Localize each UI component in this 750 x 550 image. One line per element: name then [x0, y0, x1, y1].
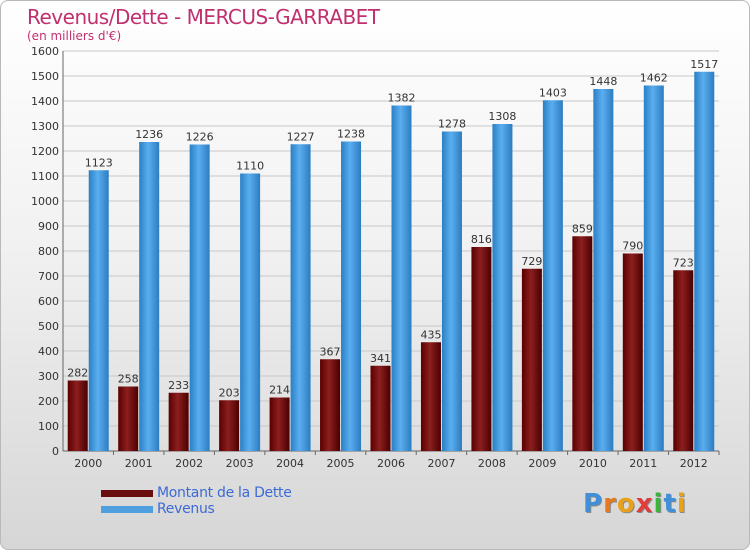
y-tick-label: 100 [38, 420, 59, 433]
data-label-dette: 282 [67, 367, 88, 380]
bar-revenus [139, 142, 160, 451]
data-label-revenus: 1226 [186, 131, 214, 144]
bar-revenus [189, 144, 210, 451]
bar-revenus [441, 131, 462, 451]
x-tick-label: 2001 [125, 457, 153, 470]
data-label-revenus: 1517 [690, 58, 718, 71]
bar-dette [420, 342, 441, 451]
data-label-revenus: 1403 [539, 86, 567, 99]
data-label-dette: 790 [622, 240, 643, 253]
bar-dette [622, 253, 643, 451]
x-tick-label: 2009 [528, 457, 556, 470]
x-tick-label: 2002 [175, 457, 203, 470]
bar-dette [118, 386, 139, 451]
bar-dette [521, 268, 542, 451]
data-label-revenus: 1238 [337, 128, 365, 141]
bar-dette [320, 359, 341, 451]
proxiti-logo: Proxiti [583, 489, 687, 519]
y-tick-label: 600 [38, 295, 59, 308]
bar-revenus [391, 105, 412, 451]
bar-dette [67, 380, 88, 451]
x-tick-label: 2007 [427, 457, 455, 470]
data-label-dette: 859 [572, 222, 593, 235]
chart-title: Revenus/Dette - MERCUS-GARRABET [27, 5, 380, 29]
data-label-dette: 435 [420, 328, 441, 341]
bar-dette [269, 397, 290, 451]
bar-dette [572, 236, 593, 451]
legend-swatch-dette [101, 490, 153, 497]
data-label-revenus: 1382 [388, 92, 416, 105]
y-tick-label: 1300 [31, 120, 59, 133]
y-tick-label: 1000 [31, 195, 59, 208]
data-label-dette: 723 [673, 256, 694, 269]
x-tick-label: 2010 [579, 457, 607, 470]
data-label-dette: 203 [219, 386, 240, 399]
x-tick-label: 2006 [377, 457, 405, 470]
data-label-dette: 341 [370, 352, 391, 365]
x-tick-label: 2003 [226, 457, 254, 470]
data-label-dette: 214 [269, 384, 290, 397]
x-tick-label: 2005 [327, 457, 355, 470]
data-label-revenus: 1448 [589, 75, 617, 88]
data-label-revenus: 1462 [640, 72, 668, 85]
y-tick-label: 500 [38, 320, 59, 333]
bar-revenus [240, 173, 261, 451]
data-label-revenus: 1236 [135, 128, 163, 141]
data-label-revenus: 1308 [488, 110, 516, 123]
data-label-dette: 367 [320, 345, 341, 358]
y-tick-label: 800 [38, 245, 59, 258]
bar-revenus [542, 100, 563, 451]
data-label-revenus: 1110 [236, 160, 264, 173]
data-label-dette: 816 [471, 233, 492, 246]
bar-dette [168, 392, 189, 451]
data-label-revenus: 1123 [85, 156, 113, 169]
bar-revenus [593, 89, 614, 451]
data-label-revenus: 1278 [438, 118, 466, 131]
data-label-dette: 729 [521, 255, 542, 268]
x-tick-label: 2000 [74, 457, 102, 470]
bar-revenus [88, 170, 109, 451]
x-tick-label: 2004 [276, 457, 304, 470]
bar-revenus [694, 71, 715, 451]
y-tick-label: 300 [38, 370, 59, 383]
bar-dette [673, 270, 694, 451]
y-tick-label: 1400 [31, 95, 59, 108]
legend-swatch-revenus [101, 506, 153, 513]
y-tick-label: 1100 [31, 170, 59, 183]
y-tick-label: 200 [38, 395, 59, 408]
y-tick-label: 1200 [31, 145, 59, 158]
chart-subtitle: (en milliers d'€) [27, 29, 122, 43]
legend-label-revenus: Revenus [157, 501, 215, 517]
x-tick-label: 2012 [680, 457, 708, 470]
data-label-dette: 258 [118, 373, 139, 386]
data-label-dette: 233 [168, 379, 189, 392]
bar-dette [370, 365, 391, 451]
bar-revenus [341, 141, 362, 451]
x-tick-label: 2008 [478, 457, 506, 470]
y-tick-label: 400 [38, 345, 59, 358]
y-tick-label: 700 [38, 270, 59, 283]
y-tick-label: 900 [38, 220, 59, 233]
bar-dette [219, 400, 240, 451]
y-tick-label: 0 [52, 445, 59, 458]
bar-revenus [643, 85, 664, 451]
y-tick-label: 1500 [31, 70, 59, 83]
bar-revenus [492, 124, 513, 451]
bar-revenus [290, 144, 311, 451]
x-tick-label: 2011 [629, 457, 657, 470]
y-tick-label: 1600 [31, 45, 59, 58]
bar-dette [471, 247, 492, 451]
legend-label-dette: Montant de la Dette [157, 485, 292, 501]
data-label-revenus: 1227 [287, 130, 315, 143]
